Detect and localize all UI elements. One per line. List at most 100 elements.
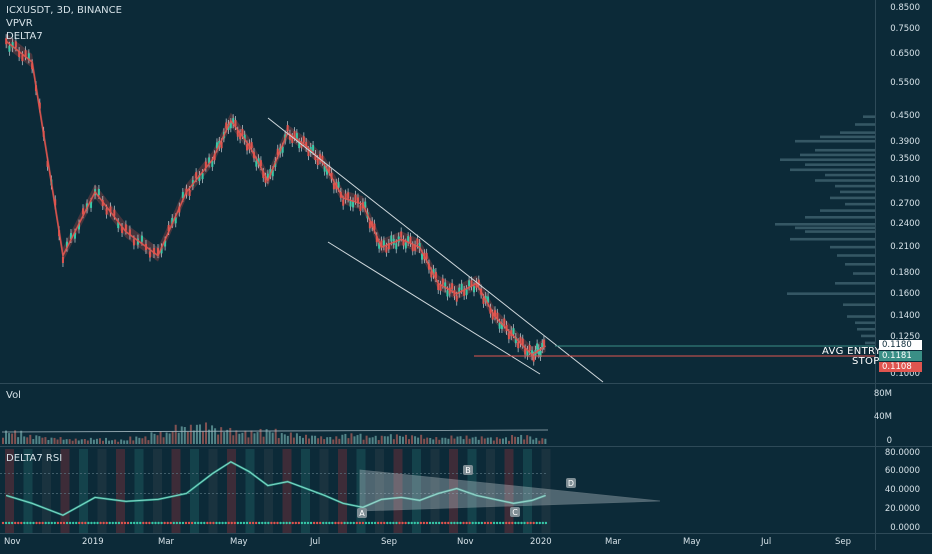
rsi-signal-dot xyxy=(35,521,38,525)
candle-body xyxy=(167,225,170,232)
rsi-signal-dot xyxy=(29,521,32,525)
volume-bar xyxy=(359,433,362,444)
volume-bar xyxy=(235,430,238,444)
rsi-signal-band xyxy=(504,449,514,533)
volume-bar xyxy=(283,434,286,444)
rsi-signal-dot xyxy=(520,521,523,525)
rsi-signal-dot xyxy=(383,521,386,525)
volume-bar xyxy=(447,438,450,444)
candle-body xyxy=(213,154,216,161)
rsi-signal-dot xyxy=(544,521,548,525)
volume-pane-label[interactable]: Vol xyxy=(6,390,21,401)
volume-bar xyxy=(368,437,371,444)
candle-body xyxy=(255,160,258,167)
rsi-signal-dot xyxy=(218,521,221,525)
rsi-signal-dot xyxy=(376,521,380,525)
candle-body xyxy=(271,170,274,177)
rsi-signal-dot xyxy=(425,521,429,525)
rsi-signal-dot xyxy=(212,521,215,525)
time-axis-tick-label: Jul xyxy=(761,537,772,547)
rsi-signal-dot xyxy=(175,521,179,525)
candle-body xyxy=(78,223,81,230)
volume-bar xyxy=(320,436,323,444)
time-axis-tick-label: Mar xyxy=(605,537,622,547)
candle-body xyxy=(368,222,371,229)
volume-axis-tick-label: 80M xyxy=(873,389,892,399)
volume-bar xyxy=(277,438,280,444)
candle-body xyxy=(325,168,328,175)
volume-bar xyxy=(101,440,104,444)
candle-body xyxy=(400,231,403,238)
volume-bar xyxy=(374,435,377,444)
rsi-signal-dot xyxy=(285,521,288,525)
volume-bar xyxy=(498,438,501,444)
indicator-delta7-label[interactable]: DELTA7 xyxy=(6,31,43,42)
volume-bar xyxy=(174,424,177,444)
candle-body xyxy=(164,240,167,247)
volume-bar xyxy=(365,435,368,444)
rsi-signal-dot xyxy=(380,521,383,525)
pattern-point-b-marker xyxy=(463,465,473,475)
rsi-signal-dot xyxy=(209,521,212,525)
rsi-signal-dot xyxy=(50,521,53,525)
volume-bar xyxy=(326,437,329,444)
symbol-title[interactable]: ICXUSDT, 3D, BINANCE xyxy=(6,5,122,16)
candle-body xyxy=(109,206,112,213)
rsi-signal-dot xyxy=(62,521,66,525)
volume-bar xyxy=(238,433,241,444)
rsi-signal-dot xyxy=(203,521,206,525)
volume-bar xyxy=(159,431,162,444)
rsi-signal-dot xyxy=(117,521,121,525)
rsi-signal-dot xyxy=(154,521,157,525)
rsi-signal-dot xyxy=(532,521,535,525)
volume-bar xyxy=(520,434,523,444)
candle-body xyxy=(500,323,503,330)
volume-bar xyxy=(117,441,120,444)
rsi-signal-dot xyxy=(492,521,496,525)
candle-body xyxy=(526,349,529,356)
candle-body xyxy=(188,189,191,196)
candle-body xyxy=(414,244,417,251)
rsi-signal-band xyxy=(79,449,88,533)
candle-body xyxy=(204,161,207,168)
candle-body xyxy=(198,175,201,182)
stop-label: STOP xyxy=(852,356,880,367)
indicator-vpvr-label[interactable]: VPVR xyxy=(6,18,33,29)
volume-bar xyxy=(62,439,65,444)
price-axis-tick-label: 0.5500 xyxy=(890,78,920,88)
rsi-signal-band xyxy=(208,449,218,533)
volume-bar xyxy=(232,435,235,444)
rsi-signal-dot xyxy=(148,521,151,525)
volume-bar xyxy=(404,434,407,444)
volume-bar xyxy=(120,439,123,444)
vpvr-bar xyxy=(795,139,875,143)
rsi-signal-dot xyxy=(361,521,365,525)
rsi-signal-dot xyxy=(502,521,505,525)
volume-bar xyxy=(156,435,159,444)
rsi-signal-band xyxy=(338,449,347,533)
volume-bar xyxy=(317,438,320,444)
rsi-signal-dot xyxy=(489,521,493,525)
rsi-pane-label[interactable]: DELTA7 RSI xyxy=(6,453,63,464)
candle-body xyxy=(97,188,100,195)
candle-body xyxy=(225,122,228,129)
rsi-signal-dot xyxy=(187,521,191,525)
volume-bar xyxy=(247,437,250,444)
volume-bar xyxy=(456,436,459,444)
candle-body xyxy=(439,284,442,291)
rsi-signal-band xyxy=(60,449,70,533)
volume-bar xyxy=(17,437,20,444)
candle-body xyxy=(220,142,223,149)
volume-bar xyxy=(205,422,208,444)
rsi-signal-dot xyxy=(529,521,532,525)
price-axis-tick-label: 0.1250 xyxy=(890,332,920,342)
candle-body xyxy=(232,118,235,125)
rsi-signal-dot xyxy=(78,521,81,525)
vpvr-bar xyxy=(790,237,875,241)
volume-bar xyxy=(535,437,538,444)
rsi-signal-dot xyxy=(129,521,133,525)
rsi-signal-dot xyxy=(221,521,224,525)
volume-bar xyxy=(501,438,504,444)
volume-bar xyxy=(441,437,444,444)
